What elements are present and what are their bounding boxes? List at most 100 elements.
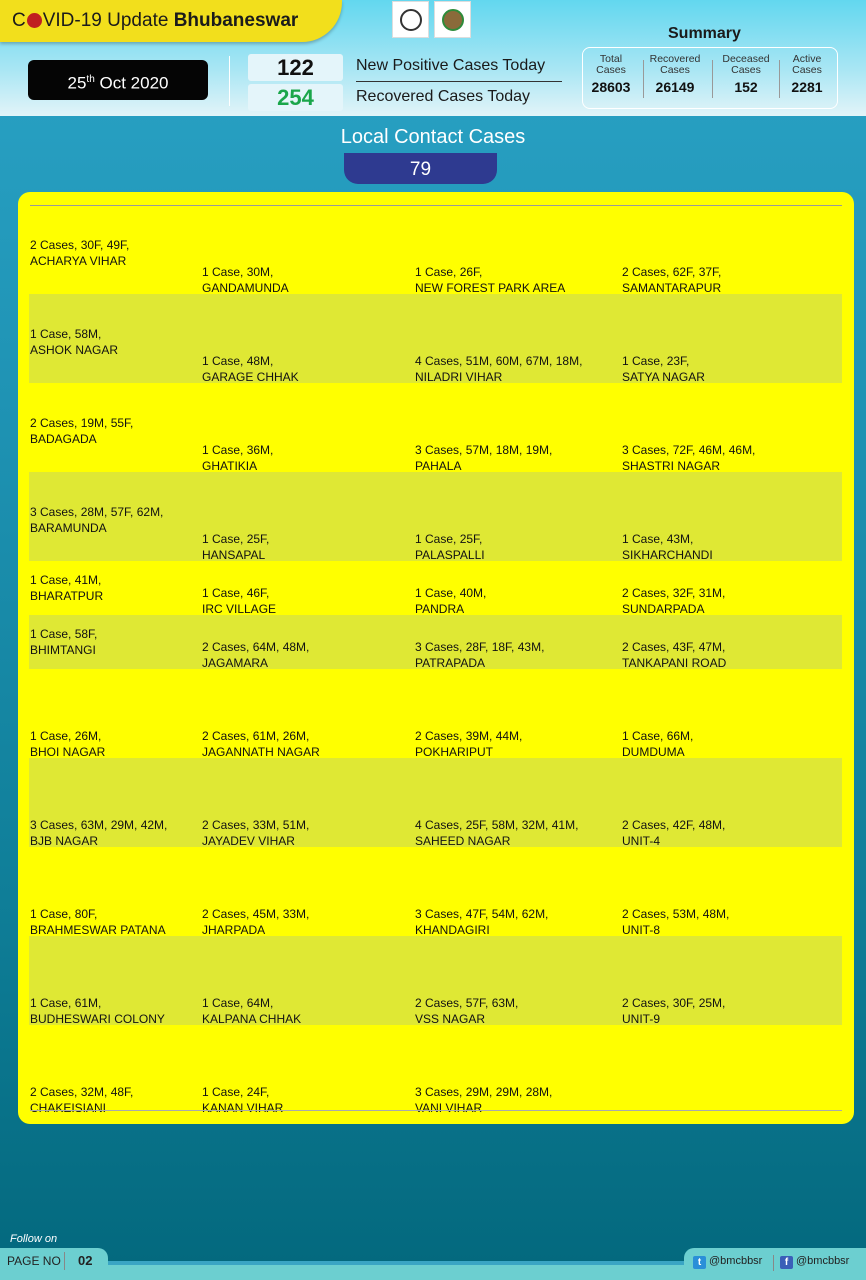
table-row: 2 Cases, 32M, 48F, CHAKEISIANI 1 Case, 24F… (29, 1025, 842, 1116)
table-row: 2 Cases, 30F, 49F, ACHARYA VIHAR 1 Case, 3… (29, 205, 842, 296)
divider (229, 56, 230, 106)
case-details: 4 Cases, 51M, 60M, 67M, 18M, (415, 354, 583, 368)
table-cell: 2 Cases, 30F, 49F, ACHARYA VIHAR (30, 237, 129, 269)
table-cell: 1 Case, 48M, GARAGE CHHAK (202, 353, 299, 385)
table-cell: 2 Cases, 62F, 37F, SAMANTARAPUR (622, 264, 721, 296)
locality-name: GANDAMUNDA (202, 281, 289, 295)
summary-value: 152 (734, 79, 758, 95)
divider (64, 1252, 65, 1270)
summary-title: Summary (668, 25, 741, 42)
page-title: C VID-19 Update Bhubaneswar (12, 10, 298, 32)
locality-name: VSS NAGAR (415, 1012, 486, 1026)
locality-name: GARAGE CHHAK (202, 370, 299, 384)
case-details: 2 Cases, 61M, 26M, (202, 729, 310, 743)
divider (779, 60, 780, 98)
table-cell: 1 Case, 40M, PANDRA (415, 585, 486, 617)
title-city: Bhubaneswar (173, 10, 299, 31)
bmc-logo (434, 1, 471, 38)
table-cell: 1 Case, 61M, BUDHESWARI COLONY (30, 995, 165, 1027)
case-details: 2 Cases, 32F, 31M, (622, 586, 726, 600)
locality-name: TANKAPANI ROAD (622, 656, 727, 670)
summary-box: Total Cases 28603 Recovered Cases 26149 Dece… (582, 47, 838, 109)
table-row: 2 Cases, 19M, 55F, BADAGADA 1 Case, 36M, GH… (29, 383, 842, 473)
page-number-tab: PAGE NO 02 (0, 1248, 108, 1280)
locality-name: SUNDARPADA (622, 602, 705, 616)
case-details: 1 Case, 46F, (202, 586, 270, 600)
locality-name: CHAKEISIANI (30, 1101, 107, 1115)
header: C VID-19 Update Bhubaneswar 25th Oct 2020… (0, 0, 866, 116)
summary-value: 2281 (791, 79, 823, 95)
case-details: 1 Case, 43M, (622, 532, 694, 546)
case-details: 1 Case, 58M, (30, 327, 102, 341)
locality-name: PALASPALLI (415, 548, 485, 562)
locality-name: NILADRI VIHAR (415, 370, 503, 384)
locality-name: NEW FOREST PARK AREA (415, 281, 566, 295)
local-contact-title: Local Contact Cases (340, 126, 526, 148)
divider (30, 205, 842, 206)
case-details: 2 Cases, 30F, 49F, (30, 238, 130, 252)
locality-name: BADAGADA (30, 432, 97, 446)
footer-line (60, 1261, 760, 1265)
new-positive-label: New Positive Cases Today (356, 57, 546, 74)
page-label: PAGE NO (7, 1254, 61, 1268)
twitter-icon[interactable]: t (693, 1256, 706, 1269)
table-cell: 2 Cases, 32F, 31M, SUNDARPADA (622, 585, 725, 617)
table-cell: 2 Cases, 42F, 48M, UNIT-4 (622, 817, 725, 849)
case-details: 1 Case, 61M, (30, 996, 102, 1010)
case-details: 2 Cases, 42F, 48M, (622, 818, 726, 832)
case-details: 3 Cases, 28M, 57F, 62M, (30, 505, 164, 519)
case-details: 3 Cases, 47F, 54M, 62M, (415, 907, 549, 921)
table-cell: 2 Cases, 43F, 47M, TANKAPANI ROAD (622, 639, 726, 671)
twitter-handle[interactable]: @bmcbbsr (709, 1255, 763, 1267)
table-cell: 1 Case, 80F, BRAHMESWAR PATANA (30, 906, 166, 938)
facebook-icon[interactable]: f (780, 1256, 793, 1269)
locality-name: POKHARIPUT (415, 745, 494, 759)
case-details: 1 Case, 64M, (202, 996, 274, 1010)
case-details: 1 Case, 25F, (415, 532, 483, 546)
case-details: 1 Case, 41M, (30, 573, 102, 587)
case-details: 2 Cases, 43F, 47M, (622, 640, 726, 654)
table-cell: 3 Cases, 63M, 29M, 42M, BJB NAGAR (30, 817, 167, 849)
case-details: 2 Cases, 45M, 33M, (202, 907, 310, 921)
locality-name: ACHARYA VIHAR (30, 254, 127, 268)
case-details: 2 Cases, 30F, 25M, (622, 996, 726, 1010)
case-details: 2 Cases, 64M, 48M, (202, 640, 310, 654)
social-links: t @bmcbbsr f @bmcbbsr (684, 1248, 866, 1280)
cases-rows: 2 Cases, 30F, 49F, ACHARYA VIHAR 1 Case, 3… (29, 205, 842, 1116)
title-prefix: C (12, 10, 26, 31)
locality-name: KHANDAGIRI (415, 923, 490, 937)
virus-icon (26, 13, 42, 28)
date-badge: 25th Oct 2020 (28, 60, 208, 100)
table-cell: 2 Cases, 64M, 48M, JAGAMARA (202, 639, 309, 671)
case-details: 1 Case, 30M, (202, 265, 274, 279)
case-details: 2 Cases, 32M, 48F, (30, 1085, 134, 1099)
date-suffix: th (86, 74, 95, 85)
case-details: 3 Cases, 28F, 18F, 43M, (415, 640, 545, 654)
divider (712, 60, 713, 98)
locality-name: JAYADEV VIHAR (202, 834, 295, 848)
locality-name: BHARATPUR (30, 589, 104, 603)
locality-name: HANSAPAL (202, 548, 266, 562)
table-cell: 1 Case, 24F, KANAN VIHAR (202, 1084, 283, 1116)
divider (773, 1255, 774, 1271)
locality-name: JAGAMARA (202, 656, 269, 670)
case-details: 1 Case, 26F, (415, 265, 483, 279)
title-banner: C VID-19 Update Bhubaneswar (0, 0, 342, 42)
locality-name: UNIT-9 (622, 1012, 661, 1026)
table-cell: 1 Case, 58M, ASHOK NAGAR (30, 326, 118, 358)
locality-name: BHOI NAGAR (30, 745, 106, 759)
summary-label: Cases (660, 64, 690, 76)
new-positive-value: 122 (248, 54, 343, 81)
locality-name: ASHOK NAGAR (30, 343, 119, 357)
locality-name: BRAHMESWAR PATANA (30, 923, 166, 937)
summary-label: Cases (792, 64, 822, 76)
table-row: 1 Case, 80F, BRAHMESWAR PATANA 2 Cases, 45… (29, 847, 842, 938)
recovered-today-label: Recovered Cases Today (356, 88, 531, 105)
locality-name: PATRAPADA (415, 656, 486, 670)
facebook-handle[interactable]: @bmcbbsr (796, 1255, 850, 1267)
page-number: 02 (78, 1253, 93, 1268)
table-row: 3 Cases, 63M, 29M, 42M, BJB NAGAR 2 Cases,… (29, 758, 842, 849)
case-details: 1 Case, 40M, (415, 586, 487, 600)
locality-name: UNIT-4 (622, 834, 661, 848)
summary-label: Recovered (649, 53, 701, 65)
